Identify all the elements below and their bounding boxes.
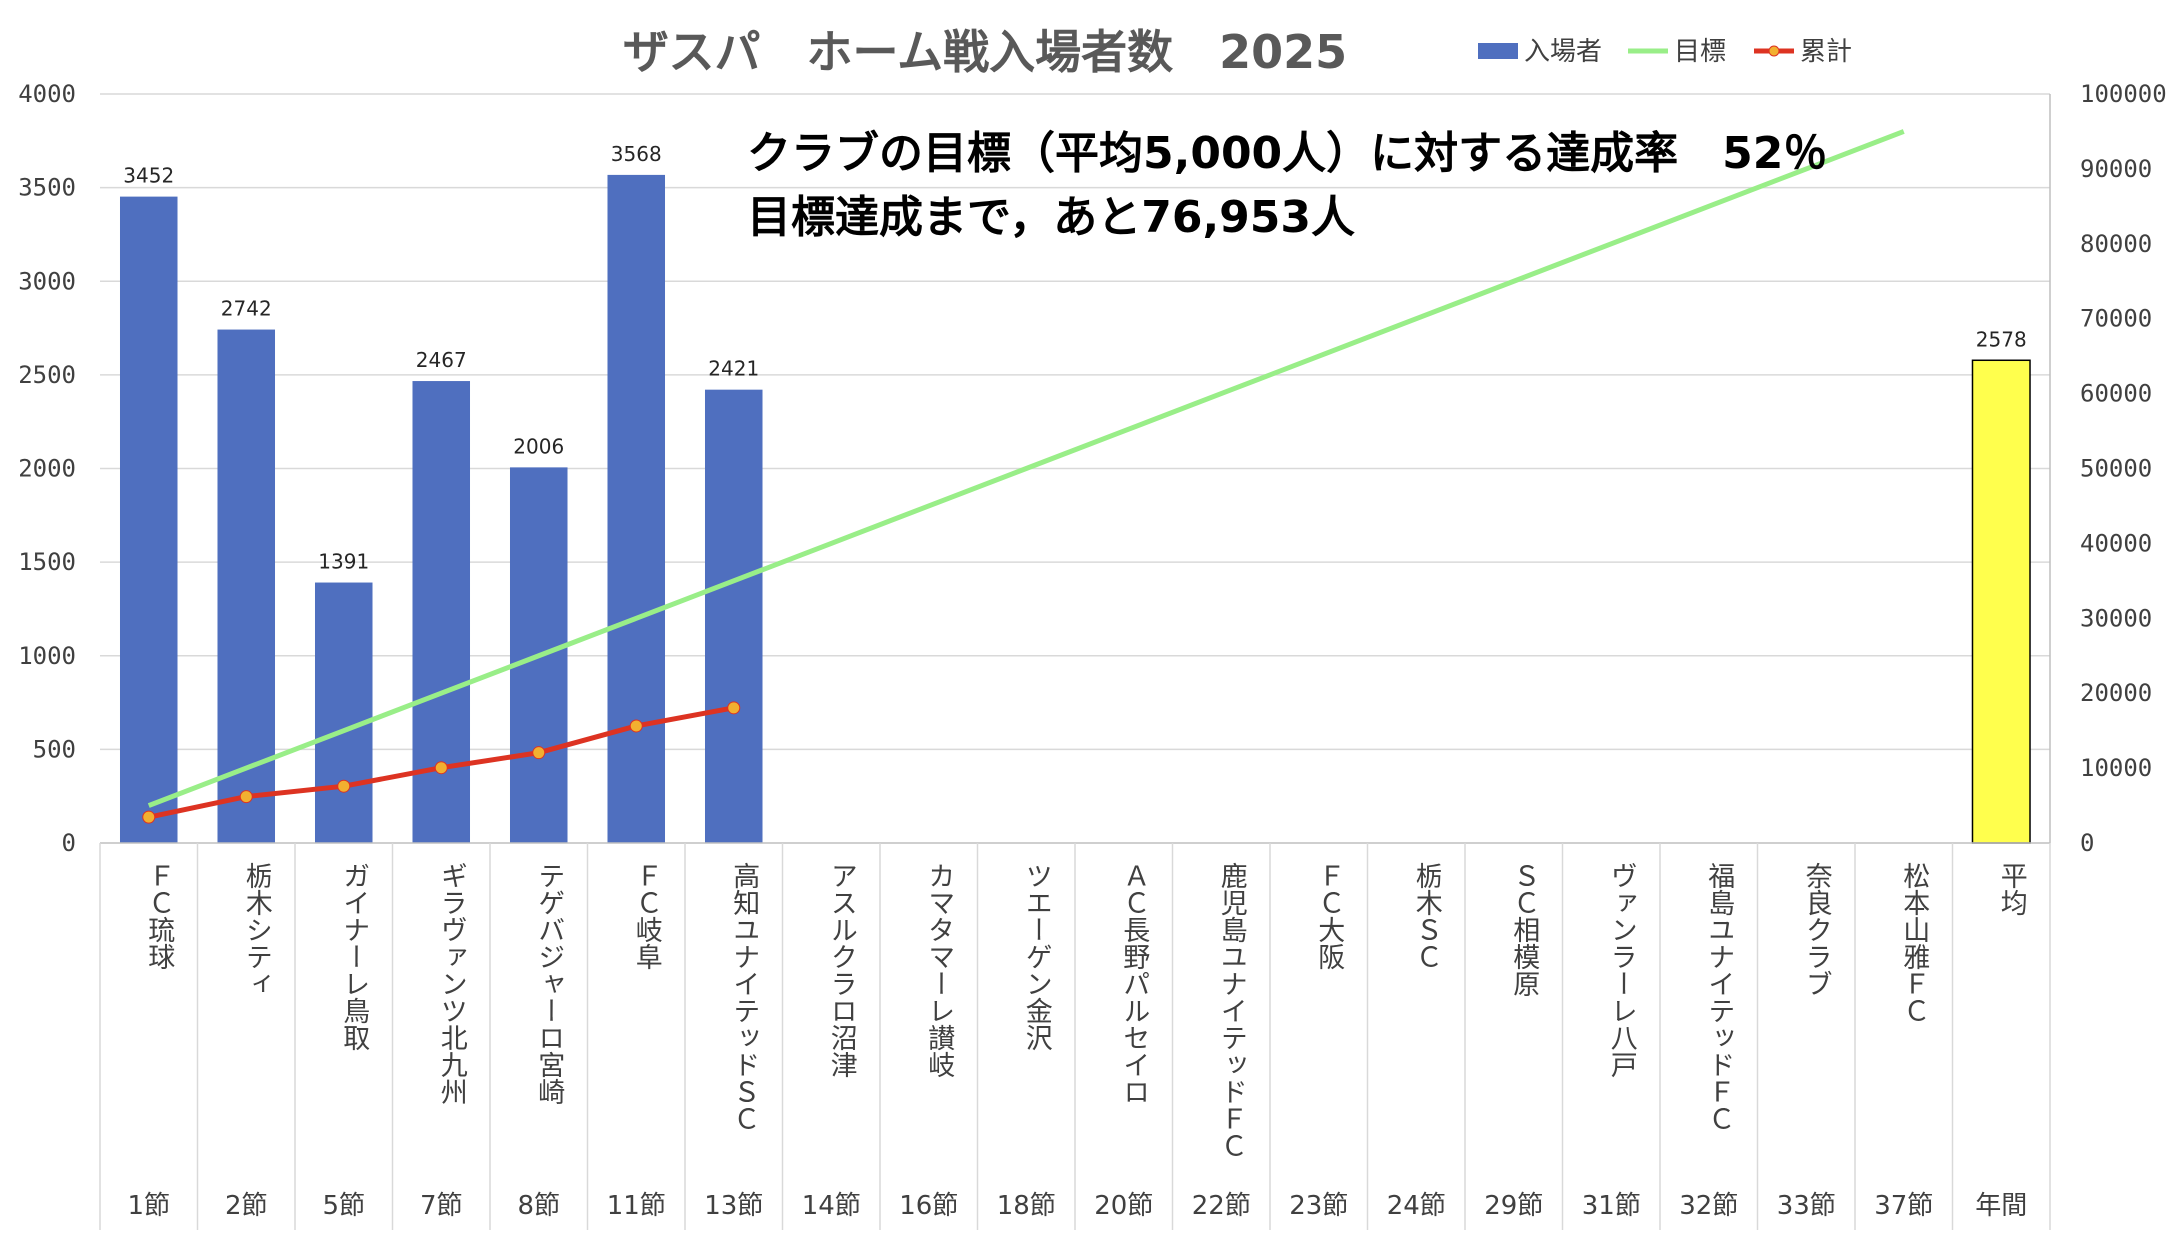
y-left-tick-label: 3000 — [18, 267, 76, 295]
round-label: 14節 — [802, 1191, 861, 1221]
bar — [217, 329, 276, 843]
round-label: 13節 — [704, 1191, 763, 1221]
data-label: 2421 — [708, 357, 759, 381]
legend-marker-cumulative — [1768, 45, 1780, 57]
round-label: 18節 — [997, 1191, 1056, 1221]
chart-title: ザスパ ホーム戦入場者数 2025 — [623, 25, 1347, 79]
bar — [607, 174, 666, 844]
annotation-achievement-rate: クラブの目標（平均5,000人）に対する達成率 52％ — [747, 128, 1827, 179]
y-left-tick-label: 1500 — [18, 548, 76, 576]
round-label: 37節 — [1874, 1191, 1933, 1221]
series-marker — [727, 701, 741, 715]
round-label: 22節 — [1192, 1191, 1251, 1221]
bar — [1971, 359, 2031, 844]
y-right-tick-label: 80000 — [2080, 230, 2152, 258]
series-marker — [434, 761, 448, 775]
y-left-tick-label: 2500 — [18, 361, 76, 389]
category-label: ＦＣ大阪 — [1313, 862, 1344, 970]
round-label: 32節 — [1679, 1191, 1738, 1221]
series-marker — [239, 790, 253, 804]
category-label: ＡＣ長野パルセイロ — [1118, 862, 1149, 1105]
category-label: 鹿児島ユナイテッドＦＣ — [1216, 862, 1248, 1159]
round-label: 5節 — [322, 1191, 365, 1221]
y-right-tick-label: 30000 — [2080, 604, 2152, 632]
round-label: 29節 — [1484, 1191, 1543, 1221]
y-right-tick-label: 0 — [2080, 829, 2094, 857]
data-label: 2006 — [513, 434, 564, 458]
category-label: ツエーゲン金沢 — [1021, 862, 1053, 1051]
category-label: ヴァンラーレ八戸 — [1606, 862, 1638, 1078]
series-marker — [532, 746, 546, 760]
data-label: 3568 — [611, 142, 662, 166]
y-left-tick-label: 4000 — [18, 80, 76, 108]
y-right-tick-label: 20000 — [2080, 679, 2152, 707]
series-marker — [142, 810, 156, 824]
round-label: 11節 — [607, 1191, 666, 1221]
round-label: 8節 — [517, 1191, 560, 1221]
category-label: カマタマーレ讃岐 — [923, 862, 954, 1078]
y-right-tick-label: 60000 — [2080, 380, 2152, 408]
round-label: 7節 — [420, 1191, 463, 1221]
legend-swatch-attendance — [1478, 43, 1518, 59]
y-left-tick-label: 1000 — [18, 642, 76, 670]
round-label: 24節 — [1387, 1191, 1446, 1221]
category-label: 平均 — [1996, 862, 2028, 916]
category-label: ＳＣ相模原 — [1508, 862, 1540, 997]
series-line — [147, 129, 1905, 808]
axes-group: 0500100015002000250030003500400001000020… — [18, 80, 2167, 1230]
category-label: 栃木シティ — [241, 862, 273, 997]
legend-label: 入場者 — [1524, 37, 1602, 67]
data-labels-group: 3452 2742 1391 2467 2006 3568 2421 2578 — [123, 142, 2026, 574]
category-label: アスルクラロ沼津 — [826, 862, 858, 1078]
y-right-tick-label: 100000 — [2080, 80, 2167, 108]
data-label: 2578 — [1976, 327, 2027, 351]
round-label: 年間 — [1975, 1191, 2027, 1221]
category-label: ギラヴァンツ北九州 — [436, 862, 468, 1105]
round-label: 1節 — [127, 1191, 170, 1221]
y-right-tick-label: 40000 — [2080, 529, 2152, 557]
bar — [704, 389, 763, 843]
round-label: 23節 — [1289, 1191, 1348, 1221]
legend-label: 累計 — [1800, 37, 1852, 67]
category-label: ガイナーレ鳥取 — [338, 862, 369, 1051]
lines-group — [142, 129, 1905, 824]
round-label: 16節 — [899, 1191, 958, 1221]
category-label: 奈良クラブ — [1801, 862, 1833, 997]
y-right-tick-label: 50000 — [2080, 455, 2152, 483]
data-label: 3452 — [123, 164, 174, 188]
y-left-tick-label: 500 — [33, 735, 76, 763]
round-label: 2節 — [225, 1191, 268, 1221]
y-left-tick-label: 2000 — [18, 455, 76, 483]
category-label: 栃木ＳＣ — [1411, 862, 1443, 970]
legend: 入場者 目標 累計 — [1478, 37, 1852, 67]
category-label: 福島ユナイテッドＦＣ — [1703, 862, 1735, 1132]
series-marker — [337, 779, 351, 793]
y-left-tick-label: 3500 — [18, 174, 76, 202]
y-right-tick-label: 10000 — [2080, 754, 2152, 782]
legend-label: 目標 — [1674, 37, 1726, 67]
y-right-tick-label: 90000 — [2080, 155, 2152, 183]
round-label: 31節 — [1582, 1191, 1641, 1221]
category-label: テゲバジャーロ宮崎 — [533, 862, 564, 1105]
category-label: ＦＣ琉球 — [143, 862, 175, 970]
round-label: 33節 — [1777, 1191, 1836, 1221]
annotation-remaining: 目標達成まで，あと76,953人 — [747, 192, 1355, 243]
series-marker — [629, 719, 643, 733]
y-left-tick-label: 0 — [62, 829, 76, 857]
data-label: 2467 — [416, 348, 467, 372]
bar — [119, 196, 178, 843]
bar — [314, 582, 373, 843]
y-right-tick-label: 70000 — [2080, 305, 2152, 333]
data-label: 1391 — [318, 550, 369, 574]
data-label: 2742 — [221, 297, 272, 321]
round-label: 20節 — [1094, 1191, 1153, 1221]
category-label: 松本山雅ＦＣ — [1898, 862, 1930, 1024]
category-label: 高知ユナイテッドＳＣ — [728, 862, 760, 1132]
category-label: ＦＣ岐阜 — [631, 862, 662, 970]
